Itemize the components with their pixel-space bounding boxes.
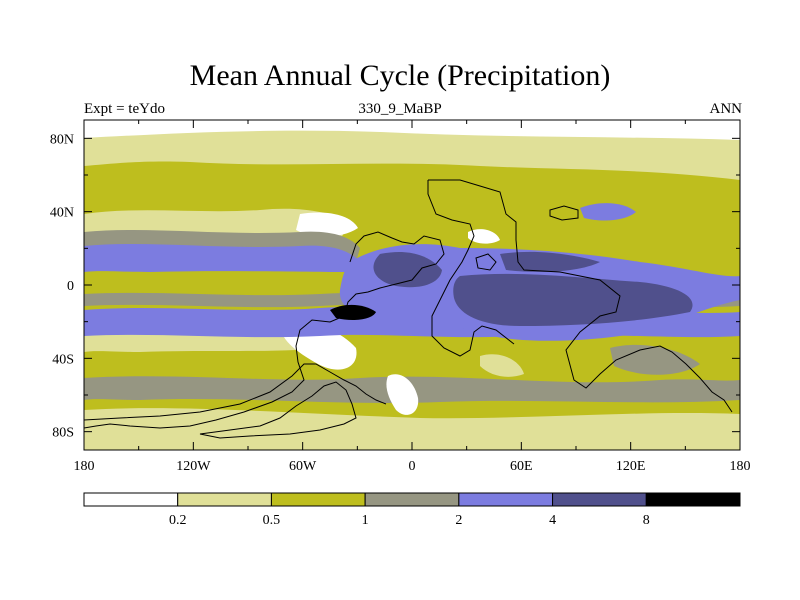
x-axis: 180 120W 60W 0 60E 120E 180	[74, 120, 751, 474]
experiment-label: Expt = teYdo	[84, 101, 165, 117]
x-tick-label: 180	[730, 459, 751, 474]
heavy-rain-core-north	[500, 251, 600, 272]
colorbar-swatch	[270, 492, 366, 507]
north-polar-cap	[84, 120, 740, 140]
season-label: ANN	[709, 101, 743, 117]
x-tick-label: 0	[409, 459, 416, 474]
colorbar-swatch	[364, 492, 460, 507]
colorbar-label: 0.5	[263, 513, 281, 528]
continental-outlines	[84, 179, 733, 439]
southern-dry-pocket	[480, 354, 524, 377]
x-tick-label: 60W	[289, 459, 317, 474]
colorbar-label: 8	[643, 513, 650, 528]
x-tick-label: 60E	[510, 459, 533, 474]
y-tick-label: 80N	[50, 132, 74, 147]
y-tick-label: 40N	[50, 206, 74, 221]
heavy-rain-core-west	[373, 251, 442, 288]
time-label: 330_9_MaBP	[358, 101, 442, 117]
colorbar-label: 4	[549, 513, 556, 528]
x-tick-label: 120E	[616, 459, 646, 474]
north-itcz-band	[84, 244, 360, 272]
central-continent-coast	[427, 180, 515, 357]
colorbar-swatch	[458, 492, 554, 507]
small-island	[475, 253, 497, 271]
y-tick-label: 0	[67, 279, 74, 294]
eastern-continent-coast	[428, 179, 733, 413]
x-tick-label: 180	[74, 459, 95, 474]
western-continent-coast	[84, 231, 445, 429]
y-tick-label: 80S	[52, 426, 74, 441]
north-desert-core	[296, 212, 358, 237]
southern-landmass	[199, 381, 357, 439]
y-tick-label: 40S	[52, 352, 74, 367]
colorbar-swatch	[177, 492, 272, 507]
southeast-grey-patch	[610, 344, 700, 375]
chart-title: Mean Annual Cycle (Precipitation)	[189, 59, 611, 92]
colorbar: 0.2 0.5 1 2 4 8	[83, 492, 741, 528]
y-axis: 80N 40N 0 40S 80S	[50, 132, 740, 441]
colorbar-label: 2	[455, 513, 462, 528]
colorbar-swatch	[552, 492, 647, 507]
southern-coast-inner	[84, 363, 387, 421]
colorbar-label: 1	[362, 513, 369, 528]
colorbar-label: 0.2	[169, 513, 187, 528]
northern-storm-track-patch	[580, 203, 636, 221]
south-polar-dry-band	[84, 408, 740, 450]
precipitation-field	[84, 120, 740, 450]
colorbar-swatch	[83, 492, 179, 507]
northern-island	[549, 205, 579, 221]
colorbar-swatch	[645, 492, 741, 507]
south-atlantic-dry-patch	[386, 374, 419, 415]
x-tick-label: 120W	[176, 459, 211, 474]
extreme-rain-core	[330, 304, 376, 320]
heavy-rain-core-east	[453, 273, 693, 326]
north-african-dry-patch	[468, 229, 500, 244]
